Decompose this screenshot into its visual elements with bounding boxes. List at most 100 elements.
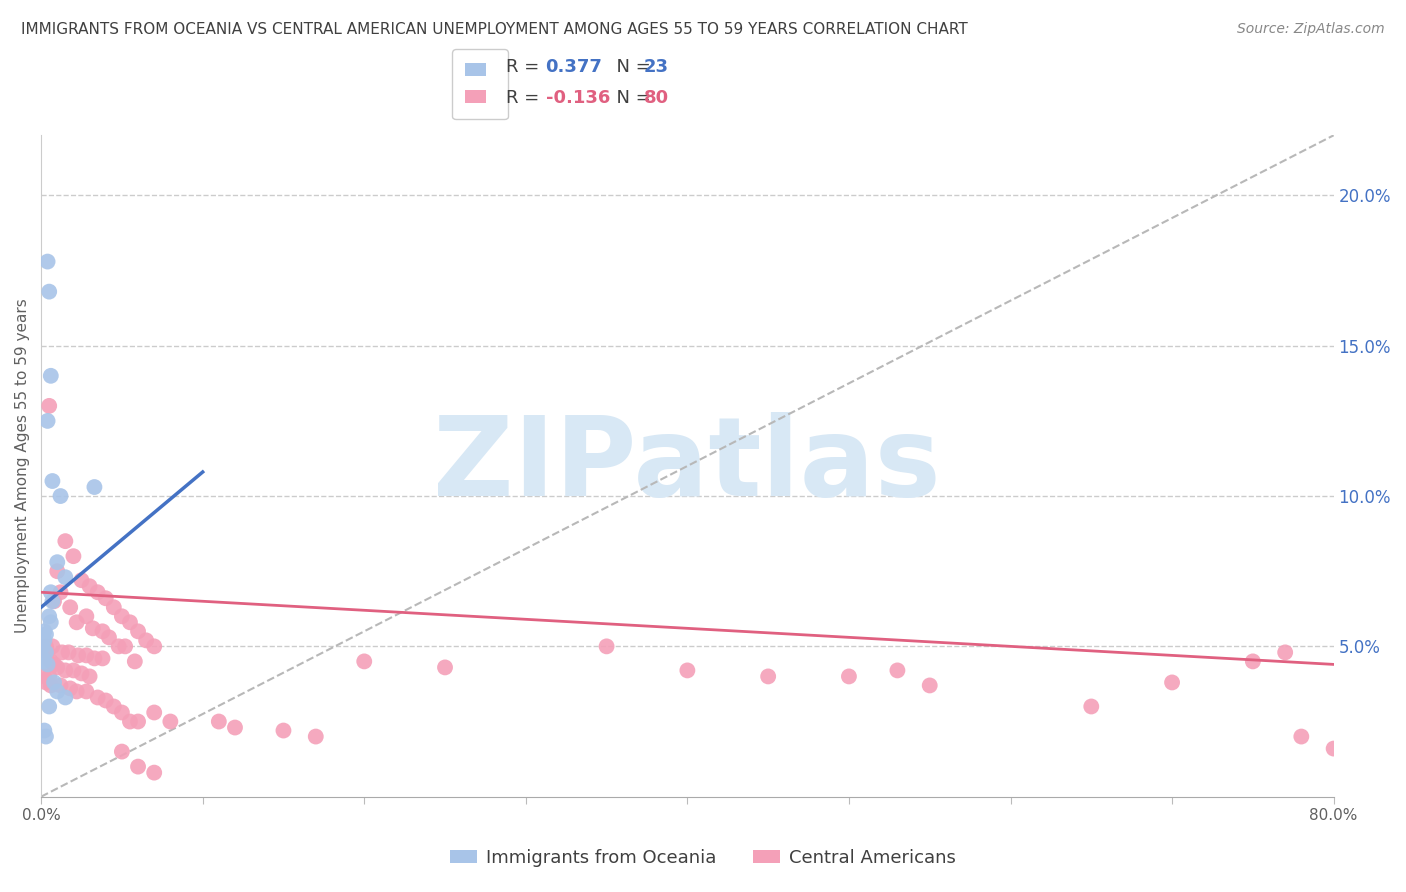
Point — [41, 594, 63, 608]
Point — [107, 640, 129, 654]
Point — [62, 549, 84, 564]
Point — [127, 714, 149, 729]
Point — [59, 681, 82, 696]
Point — [66, 615, 89, 630]
Point — [118, 714, 141, 729]
Point — [51, 645, 73, 659]
Point — [208, 714, 231, 729]
Text: -0.136: -0.136 — [546, 89, 610, 107]
Point — [39, 678, 62, 692]
Point — [127, 624, 149, 639]
Point — [79, 579, 101, 593]
Point — [83, 651, 105, 665]
Point — [35, 675, 58, 690]
Point — [35, 640, 58, 654]
Text: R =: R = — [506, 58, 546, 76]
Point — [111, 745, 134, 759]
Point — [75, 609, 97, 624]
Point — [224, 721, 246, 735]
Point — [41, 474, 63, 488]
Point — [46, 684, 69, 698]
Point — [1274, 645, 1296, 659]
Point — [1241, 654, 1264, 668]
Text: R =: R = — [506, 89, 546, 107]
Point — [67, 648, 90, 663]
Point — [49, 678, 72, 692]
Point — [82, 621, 104, 635]
Point — [46, 555, 69, 569]
Point — [39, 615, 62, 630]
Point — [886, 664, 908, 678]
Point — [1080, 699, 1102, 714]
Point — [756, 669, 779, 683]
Point — [75, 648, 97, 663]
Point — [103, 699, 125, 714]
Point — [37, 657, 59, 672]
Point — [143, 706, 166, 720]
Text: 0.377: 0.377 — [546, 58, 602, 76]
Point — [353, 654, 375, 668]
Text: Source: ZipAtlas.com: Source: ZipAtlas.com — [1237, 22, 1385, 37]
Point — [1323, 741, 1346, 756]
Point — [98, 631, 121, 645]
Text: ZIPatlas: ZIPatlas — [433, 412, 941, 519]
Point — [918, 678, 941, 692]
Legend: , : , — [451, 49, 508, 120]
Point — [135, 633, 157, 648]
Point — [37, 254, 59, 268]
Point — [103, 600, 125, 615]
Point — [676, 664, 699, 678]
Point — [124, 654, 146, 668]
Point — [91, 624, 114, 639]
Point — [53, 534, 76, 549]
Point — [49, 489, 72, 503]
Point — [79, 669, 101, 683]
Point — [37, 645, 59, 659]
Point — [46, 660, 69, 674]
Point — [42, 594, 65, 608]
Point — [75, 684, 97, 698]
Point — [94, 693, 117, 707]
Text: 80: 80 — [644, 89, 669, 107]
Point — [59, 600, 82, 615]
Point — [39, 585, 62, 599]
Point — [143, 640, 166, 654]
Point — [46, 564, 69, 578]
Point — [114, 640, 136, 654]
Point — [66, 684, 89, 698]
Point — [34, 723, 56, 738]
Point — [143, 765, 166, 780]
Point — [49, 585, 72, 599]
Point — [39, 368, 62, 383]
Point — [42, 675, 65, 690]
Point — [111, 706, 134, 720]
Point — [70, 666, 93, 681]
Text: N =: N = — [605, 89, 657, 107]
Point — [111, 609, 134, 624]
Point — [53, 570, 76, 584]
Point — [31, 640, 53, 654]
Point — [70, 573, 93, 587]
Point — [159, 714, 181, 729]
Point — [41, 640, 63, 654]
Point — [305, 730, 328, 744]
Point — [53, 690, 76, 705]
Point — [838, 669, 860, 683]
Text: N =: N = — [605, 58, 657, 76]
Point — [38, 699, 60, 714]
Point — [42, 657, 65, 672]
Point — [86, 690, 108, 705]
Point — [34, 624, 56, 639]
Point — [1161, 675, 1184, 690]
Point — [127, 759, 149, 773]
Y-axis label: Unemployment Among Ages 55 to 59 years: Unemployment Among Ages 55 to 59 years — [15, 299, 30, 633]
Point — [31, 651, 53, 665]
Point — [38, 609, 60, 624]
Point — [91, 651, 114, 665]
Point — [37, 414, 59, 428]
Text: 23: 23 — [644, 58, 669, 76]
Point — [1291, 730, 1313, 744]
Point — [58, 645, 80, 659]
Point — [434, 660, 457, 674]
Point — [38, 669, 60, 683]
